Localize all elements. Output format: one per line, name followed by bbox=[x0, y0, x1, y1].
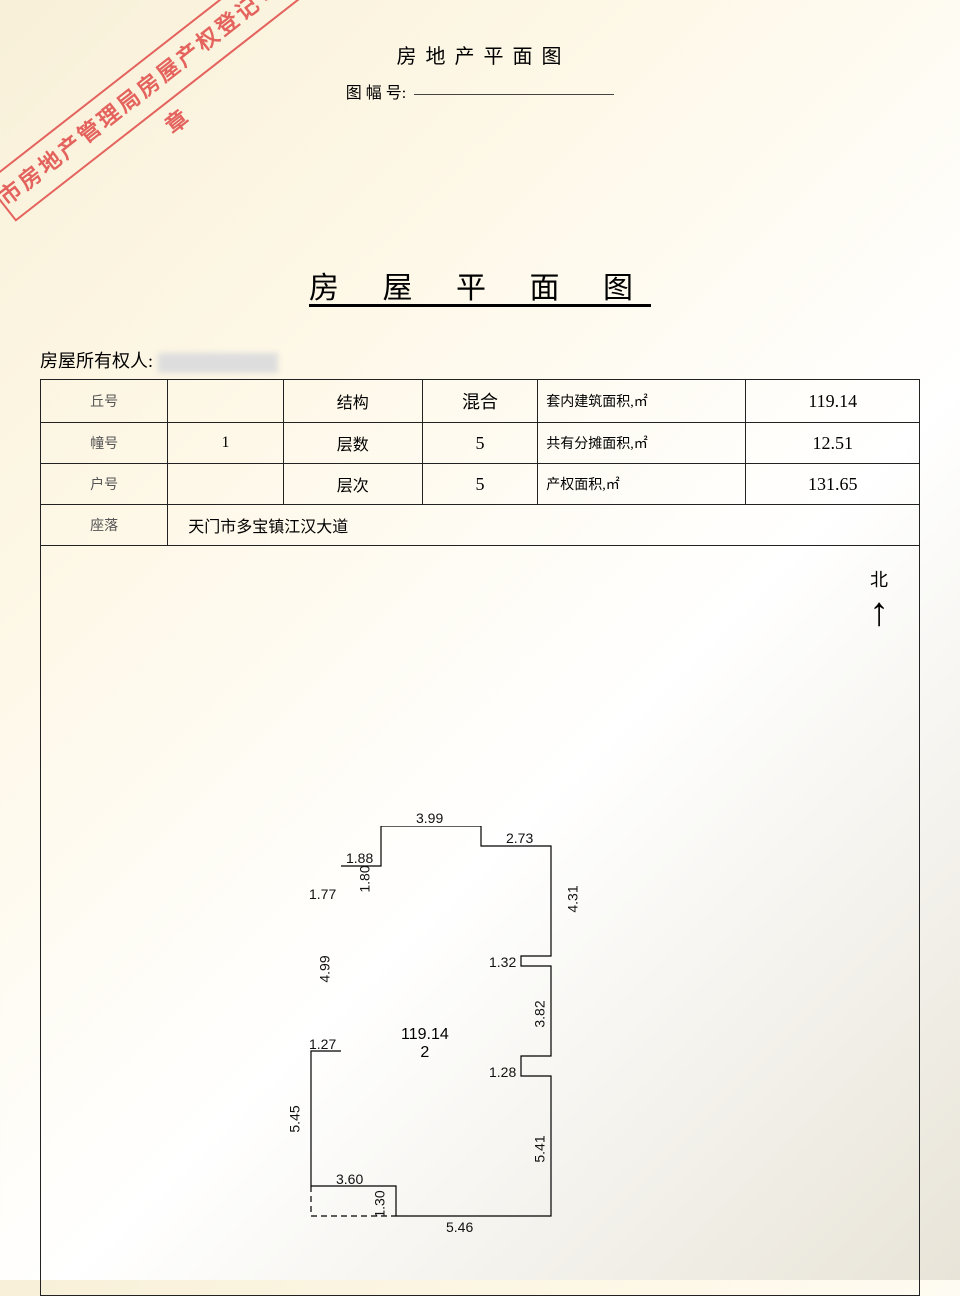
cell-qiu-value bbox=[168, 380, 284, 423]
cell-structure-value: 混合 bbox=[422, 380, 538, 423]
dim-label: 4.99 bbox=[317, 955, 333, 982]
table-row: 幢号 1 层数 5 共有分摊面积,㎡ 12.51 bbox=[41, 423, 920, 464]
center-area-sub: 2 bbox=[401, 1044, 449, 1062]
cell-floors-label: 层数 bbox=[283, 423, 422, 464]
dim-label: 1.77 bbox=[309, 886, 336, 902]
owner-name-redacted bbox=[158, 353, 278, 373]
floorplan-frame: 北 ↑ 1.88 3.99 2.73 1.80 1.77 4.31 4.99 1… bbox=[40, 546, 920, 1296]
cell-floors-value: 5 bbox=[422, 423, 538, 464]
cell-shared-area-value: 12.51 bbox=[746, 423, 920, 464]
table-row: 户号 层次 5 产权面积,㎡ 131.65 bbox=[41, 464, 920, 505]
table-row: 丘号 结构 混合 套内建筑面积,㎡ 119.14 bbox=[41, 380, 920, 423]
cell-unit-label: 户号 bbox=[41, 464, 168, 505]
floorplan-diagram: 1.88 3.99 2.73 1.80 1.77 4.31 4.99 1.32 … bbox=[281, 826, 601, 1251]
cell-property-area-label: 产权面积,㎡ bbox=[538, 464, 746, 505]
dim-label: 3.99 bbox=[416, 810, 443, 826]
dim-label: 5.41 bbox=[532, 1135, 548, 1162]
owner-label: 房屋所有权人: bbox=[40, 351, 153, 371]
property-info-table: 丘号 结构 混合 套内建筑面积,㎡ 119.14 幢号 1 层数 5 共有分摊面… bbox=[40, 379, 920, 546]
dim-label: 1.30 bbox=[372, 1190, 388, 1217]
cell-structure-label: 结构 bbox=[283, 380, 422, 423]
center-area-value: 119.14 2 bbox=[401, 1026, 449, 1062]
north-arrow-icon: ↑ bbox=[869, 592, 889, 632]
cell-floor-label: 层次 bbox=[283, 464, 422, 505]
north-indicator: 北 ↑ bbox=[869, 566, 889, 632]
dim-label: 1.27 bbox=[309, 1036, 336, 1052]
official-stamp: 市房地产管理局房屋产权登记专用章 bbox=[0, 0, 315, 222]
cell-address-value: 天门市多宝镇江汉大道 bbox=[168, 505, 920, 546]
sheet-number-line bbox=[414, 94, 614, 95]
dim-label: 3.82 bbox=[532, 1000, 548, 1027]
dim-label: 5.46 bbox=[446, 1219, 473, 1235]
cell-floor-value: 5 bbox=[422, 464, 538, 505]
cell-property-area-value: 131.65 bbox=[746, 464, 920, 505]
sheet-label-text: 图 幅 号: bbox=[346, 85, 406, 102]
center-area-number: 119.14 bbox=[401, 1026, 449, 1044]
table-row: 座落 天门市多宝镇江汉大道 bbox=[41, 505, 920, 546]
cell-building-label: 幢号 bbox=[41, 423, 168, 464]
cell-shared-area-label: 共有分摊面积,㎡ bbox=[538, 423, 746, 464]
dim-label: 2.73 bbox=[506, 830, 533, 846]
cell-qiu-label: 丘号 bbox=[41, 380, 168, 423]
cell-inner-area-value: 119.14 bbox=[746, 380, 920, 423]
dim-label: 1.28 bbox=[489, 1064, 516, 1080]
cell-inner-area-label: 套内建筑面积,㎡ bbox=[538, 380, 746, 423]
cell-address-label: 座落 bbox=[41, 505, 168, 546]
cell-building-value: 1 bbox=[168, 423, 284, 464]
owner-row: 房屋所有权人: bbox=[40, 347, 920, 373]
dim-label: 5.45 bbox=[287, 1105, 303, 1132]
dim-label: 1.88 bbox=[346, 850, 373, 866]
dim-label: 1.80 bbox=[357, 865, 373, 892]
cell-unit-value bbox=[168, 464, 284, 505]
page-title: 房 屋 平 面 图 bbox=[40, 263, 920, 307]
dim-label: 1.32 bbox=[489, 954, 516, 970]
dim-label: 3.60 bbox=[336, 1171, 363, 1187]
dim-label: 4.31 bbox=[565, 885, 581, 912]
